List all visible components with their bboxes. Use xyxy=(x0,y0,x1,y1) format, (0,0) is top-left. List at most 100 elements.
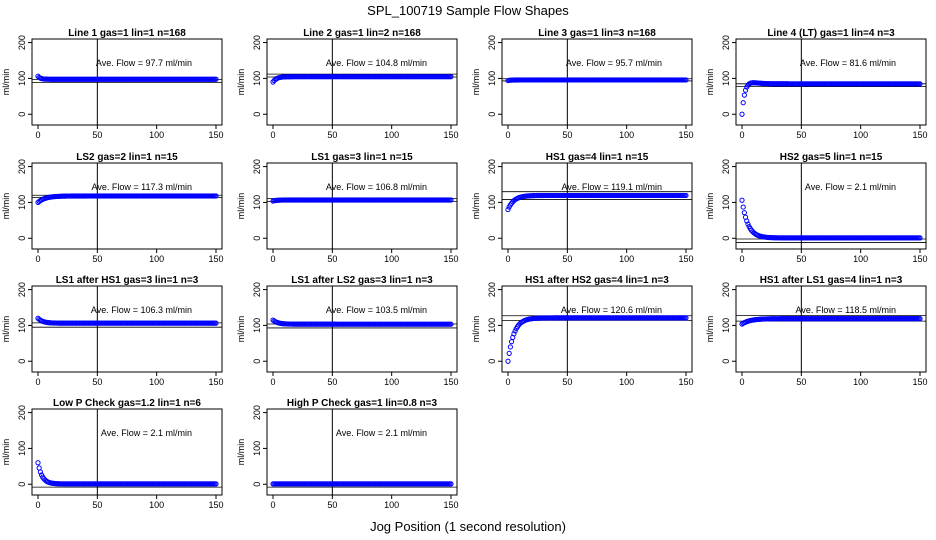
panel-title: HS1 gas=4 lin=1 n=15 xyxy=(546,152,649,163)
x-tick-label: 100 xyxy=(384,254,399,264)
average-flow-annotation: Ave. Flow = 106.3 ml/min xyxy=(91,305,192,315)
panel-title: LS2 gas=2 lin=1 n=15 xyxy=(76,152,178,163)
x-tick-label: 150 xyxy=(912,130,927,140)
x-tick-label: 0 xyxy=(35,254,40,264)
data-point xyxy=(740,100,746,106)
panel-5: LS2 gas=2 lin=1 n=15 ml/min 0 100 200 0 50 100 1… xyxy=(1,152,224,264)
y-tick-label: 100 xyxy=(252,441,262,456)
x-tick-label: 50 xyxy=(92,500,102,510)
y-tick-label: 100 xyxy=(17,195,27,210)
y-tick-label: 200 xyxy=(17,159,27,174)
data-point xyxy=(739,197,745,203)
average-flow-annotation: Ave. Flow = 117.3 ml/min xyxy=(92,182,192,192)
y-axis-label: ml/min xyxy=(471,193,481,220)
data-point xyxy=(683,192,689,199)
x-tick-label: 150 xyxy=(912,377,927,387)
y-axis-label: ml/min xyxy=(471,316,481,343)
panel-3: Line 3 gas=1 lin=3 n=168 ml/min 0 100 200 0 50… xyxy=(471,28,694,140)
x-tick-label: 0 xyxy=(739,377,744,387)
x-tick-label: 100 xyxy=(149,377,164,387)
average-flow-annotation: Ave. Flow = 103.5 ml/min xyxy=(326,305,427,315)
panel-title: HS1 after LS1 gas=4 lin=1 n=3 xyxy=(760,275,903,286)
x-tick-label: 50 xyxy=(562,254,572,264)
x-tick-label: 50 xyxy=(562,377,572,387)
data-point xyxy=(683,315,689,321)
data-point xyxy=(506,350,512,356)
panel-title: LS1 after LS2 gas=3 lin=1 n=3 xyxy=(291,275,433,286)
panel-title: LS1 gas=3 lin=1 n=15 xyxy=(311,152,413,163)
y-tick-label: 100 xyxy=(252,71,262,86)
data-point xyxy=(213,193,219,199)
x-tick-label: 0 xyxy=(270,130,275,140)
y-tick-label: 0 xyxy=(17,236,27,241)
data-point xyxy=(213,481,219,487)
y-tick-label: 100 xyxy=(721,71,731,86)
average-flow-annotation: Ave. Flow = 97.7 ml/min xyxy=(96,58,192,68)
data-point xyxy=(37,469,43,475)
x-tick-label: 150 xyxy=(208,500,223,510)
y-tick-label: 200 xyxy=(17,35,27,50)
data-point xyxy=(507,344,513,350)
panel-title: HS2 gas=5 lin=1 n=15 xyxy=(780,152,883,163)
y-tick-label: 100 xyxy=(721,195,731,210)
y-tick-label: 100 xyxy=(17,441,27,456)
panel-12: HS1 after LS1 gas=4 lin=1 n=3 ml/min 0 100 2… xyxy=(705,275,928,387)
data-point xyxy=(448,321,454,327)
x-tick-label: 100 xyxy=(149,500,164,510)
x-tick-label: 100 xyxy=(853,377,868,387)
x-tick-label: 100 xyxy=(384,500,399,510)
y-tick-label: 100 xyxy=(17,318,27,333)
data-point xyxy=(508,339,515,345)
y-axis-label: ml/min xyxy=(471,69,481,96)
x-tick-label: 50 xyxy=(796,130,806,140)
panel-title: High P Check gas=1 lin=0.8 n=3 xyxy=(287,398,438,409)
y-tick-label: 200 xyxy=(487,282,497,297)
data-point xyxy=(683,77,689,83)
x-tick-label: 100 xyxy=(384,377,399,387)
y-axis-label: ml/min xyxy=(705,316,715,343)
x-tick-label: 100 xyxy=(619,130,634,140)
x-tick-label: 100 xyxy=(149,254,164,264)
y-tick-label: 200 xyxy=(252,405,262,420)
x-tick-label: 150 xyxy=(678,377,693,387)
x-tick-label: 100 xyxy=(619,377,634,387)
y-tick-label: 0 xyxy=(487,112,497,117)
y-tick-label: 0 xyxy=(252,112,262,117)
panel-8: HS2 gas=5 lin=1 n=15 ml/min 0 100 200 0 50 100 1… xyxy=(705,152,928,264)
y-axis-label: ml/min xyxy=(1,316,11,343)
x-tick-label: 150 xyxy=(912,254,927,264)
plot-frame xyxy=(31,162,223,250)
y-tick-label: 0 xyxy=(487,359,497,364)
x-tick-label: 100 xyxy=(149,130,164,140)
y-tick-label: 0 xyxy=(17,359,27,364)
y-tick-label: 200 xyxy=(487,159,497,174)
data-point xyxy=(505,358,511,364)
x-tick-label: 150 xyxy=(443,254,458,264)
x-tick-label: 50 xyxy=(327,254,337,264)
average-flow-annotation: Ave. Flow = 2.1 ml/min xyxy=(805,182,896,192)
data-point xyxy=(744,218,750,224)
average-flow-annotation: Ave. Flow = 2.1 ml/min xyxy=(101,428,192,438)
panel-13: Low P Check gas=1.2 lin=1 n=6 ml/min 0 100 2… xyxy=(1,398,224,510)
x-tick-label: 0 xyxy=(270,377,275,387)
panel-1: Line 1 gas=1 lin=1 n=168 ml/min 0 100 200 0 50… xyxy=(1,28,224,140)
y-tick-label: 0 xyxy=(17,482,27,487)
average-flow-annotation: Ave. Flow = 81.6 ml/min xyxy=(800,58,896,68)
panel-title: HS1 after HS2 gas=4 lin=1 n=3 xyxy=(525,275,669,286)
data-point xyxy=(448,197,454,203)
data-point xyxy=(213,76,219,82)
x-tick-label: 150 xyxy=(443,130,458,140)
x-tick-label: 150 xyxy=(208,377,223,387)
plot-frame xyxy=(266,38,458,126)
data-point xyxy=(740,204,746,210)
data-point xyxy=(917,235,923,241)
y-tick-label: 0 xyxy=(721,236,731,241)
y-tick-label: 0 xyxy=(721,112,731,117)
y-tick-label: 200 xyxy=(721,35,731,50)
x-tick-label: 0 xyxy=(270,254,275,264)
y-axis-label: ml/min xyxy=(705,69,715,96)
y-tick-label: 200 xyxy=(17,405,27,420)
plot-frame xyxy=(266,285,458,373)
data-point xyxy=(448,481,454,487)
